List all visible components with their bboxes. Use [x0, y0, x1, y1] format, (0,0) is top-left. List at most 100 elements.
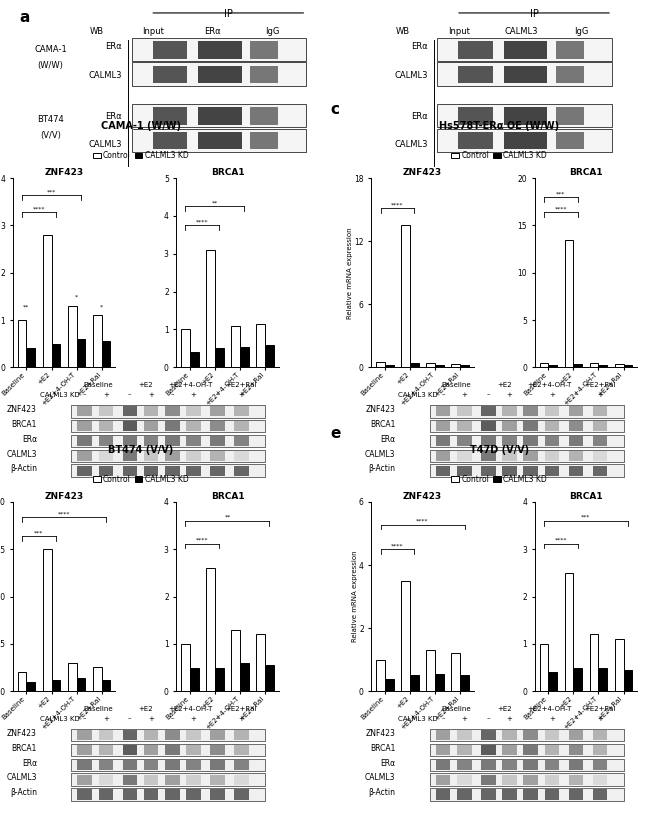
Text: +E2+4-OH-T: +E2+4-OH-T	[527, 381, 571, 388]
Bar	[502, 760, 517, 770]
Text: IP: IP	[530, 9, 538, 19]
Bar	[451, 653, 460, 691]
Bar	[99, 730, 113, 741]
Text: Baseline: Baseline	[83, 381, 113, 388]
Bar	[210, 436, 225, 446]
Text: CAMA-1 (W/W): CAMA-1 (W/W)	[101, 121, 181, 131]
Bar	[430, 759, 624, 771]
Text: +: +	[462, 391, 467, 398]
Bar	[593, 465, 607, 476]
Bar	[123, 730, 137, 741]
Text: –: –	[128, 715, 131, 722]
Text: –: –	[216, 391, 219, 398]
Title: BRCA1: BRCA1	[211, 169, 244, 178]
Bar	[593, 745, 607, 755]
Bar	[523, 730, 538, 741]
Bar	[153, 66, 187, 83]
Text: WB: WB	[396, 27, 410, 36]
Text: +: +	[239, 391, 244, 398]
Bar	[144, 730, 159, 741]
Bar	[131, 128, 306, 152]
Text: +E2+Ral: +E2+Ral	[226, 381, 257, 388]
Bar	[234, 745, 249, 755]
Text: ****: ****	[32, 206, 46, 211]
Bar	[99, 745, 113, 755]
Bar	[210, 465, 225, 476]
Text: Hs578T-ERα OE (W/W): Hs578T-ERα OE (W/W)	[439, 121, 559, 131]
Bar	[437, 38, 612, 61]
Bar	[481, 774, 495, 785]
Text: ERα: ERα	[204, 27, 221, 36]
Text: +E2+Ral: +E2+Ral	[226, 705, 257, 712]
Bar	[234, 730, 249, 741]
Bar	[77, 436, 92, 446]
Bar	[436, 421, 450, 432]
Bar	[123, 789, 137, 800]
Bar	[27, 349, 35, 367]
Bar	[436, 745, 450, 755]
Bar	[153, 41, 187, 58]
Text: ERα: ERα	[21, 759, 37, 768]
Title: ZNF423: ZNF423	[44, 169, 84, 178]
Bar	[569, 465, 583, 476]
Bar	[623, 365, 632, 367]
Bar	[72, 405, 265, 418]
Text: CALML3: CALML3	[505, 27, 538, 36]
Text: e: e	[331, 427, 341, 441]
Text: a: a	[20, 10, 30, 25]
Title: ZNF423: ZNF423	[403, 169, 442, 178]
Bar	[187, 789, 201, 800]
Bar	[210, 760, 225, 770]
Bar	[101, 680, 111, 691]
Text: ****: ****	[554, 206, 567, 211]
Bar	[51, 680, 60, 691]
Bar	[502, 421, 517, 432]
Title: BRCA1: BRCA1	[211, 492, 244, 501]
Bar	[457, 450, 472, 461]
Bar	[523, 760, 538, 770]
Bar	[593, 450, 607, 461]
Bar	[93, 316, 101, 367]
Bar	[153, 132, 187, 150]
Bar	[436, 730, 450, 741]
Bar	[481, 465, 495, 476]
Bar	[593, 730, 607, 741]
Y-axis label: Relative mRNA expression: Relative mRNA expression	[352, 551, 358, 643]
Bar	[545, 421, 560, 432]
Bar	[123, 421, 137, 432]
Text: +E2: +E2	[138, 705, 153, 712]
Bar	[545, 436, 560, 446]
Text: BRCA1: BRCA1	[12, 744, 37, 753]
Bar	[599, 667, 607, 691]
Bar	[502, 774, 517, 785]
Bar	[556, 66, 584, 83]
Bar	[77, 789, 92, 800]
Bar	[131, 62, 306, 85]
Bar	[198, 41, 242, 58]
Bar	[457, 789, 472, 800]
Y-axis label: Relative mRNA expression: Relative mRNA expression	[347, 227, 353, 318]
Text: ZNF423: ZNF423	[365, 405, 395, 413]
Text: ****: ****	[196, 219, 209, 224]
Bar	[72, 774, 265, 786]
Bar	[545, 774, 560, 785]
Bar	[436, 774, 450, 785]
Text: +: +	[190, 391, 196, 398]
Bar	[590, 363, 599, 367]
Bar	[187, 406, 201, 417]
Bar	[523, 436, 538, 446]
Bar	[593, 436, 607, 446]
Bar	[210, 406, 225, 417]
Bar	[123, 774, 137, 785]
Text: Baseline: Baseline	[83, 705, 113, 712]
Text: ****: ****	[196, 538, 209, 543]
Title: BRCA1: BRCA1	[569, 169, 603, 178]
Text: CALML3 KD: CALML3 KD	[40, 391, 79, 398]
Bar	[457, 436, 472, 446]
Bar	[545, 450, 560, 461]
Text: –: –	[529, 715, 532, 722]
Bar	[144, 789, 159, 800]
Bar	[144, 774, 159, 785]
Bar	[615, 363, 623, 367]
Bar	[234, 774, 249, 785]
